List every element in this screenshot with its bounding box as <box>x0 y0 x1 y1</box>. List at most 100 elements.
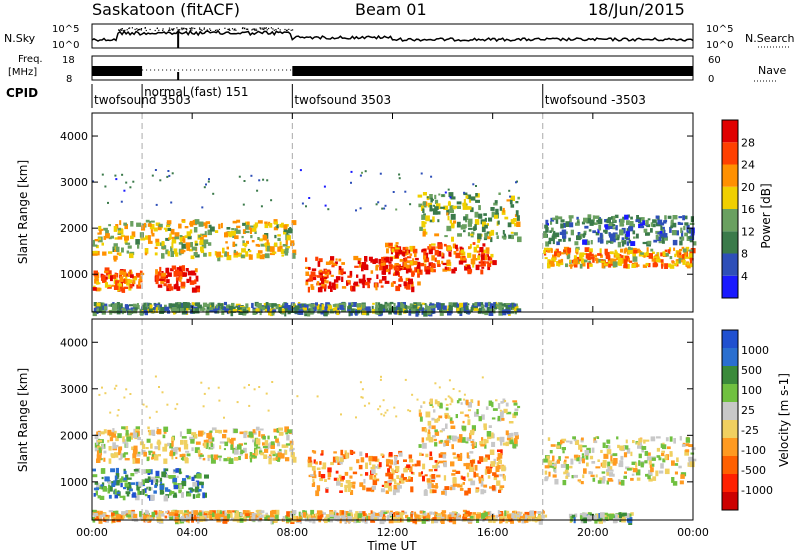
range-cell <box>512 413 517 419</box>
range-cell <box>493 519 496 524</box>
range-cell <box>449 396 452 399</box>
range-cell <box>438 453 443 458</box>
range-cell <box>267 456 271 459</box>
range-cell <box>552 238 555 245</box>
range-cell <box>291 220 297 226</box>
range-cell <box>513 510 517 515</box>
range-cell <box>481 474 484 479</box>
range-cell <box>364 264 368 270</box>
range-cell <box>375 512 379 517</box>
range-cell <box>213 454 219 460</box>
range-cell <box>298 511 301 516</box>
nsearch-dot <box>181 29 183 31</box>
range-cell <box>487 263 492 267</box>
range-cell <box>194 486 200 493</box>
range-cell <box>444 235 448 238</box>
range-cell <box>388 302 392 309</box>
range-cell <box>573 454 578 458</box>
range-cell <box>652 219 657 223</box>
range-cell <box>552 463 557 467</box>
range-cell <box>584 240 590 246</box>
range-cell <box>429 489 435 494</box>
range-cell <box>465 466 471 470</box>
range-cell <box>317 261 321 267</box>
range-cell <box>662 251 666 257</box>
range-cell <box>272 309 277 312</box>
range-cell <box>269 223 273 228</box>
range-cell <box>451 224 455 229</box>
range-cell <box>112 274 117 279</box>
range-cell <box>501 307 504 310</box>
range-cell <box>422 516 426 520</box>
range-cell <box>585 253 591 259</box>
range-cell <box>122 308 126 314</box>
range-cell <box>108 494 112 499</box>
range-cell <box>418 412 422 417</box>
range-cell <box>285 515 291 519</box>
range-cell <box>195 275 199 282</box>
nsearch-dot <box>140 28 142 30</box>
range-cell <box>612 518 617 524</box>
range-cell <box>129 186 132 189</box>
range-cell <box>507 433 512 439</box>
range-cell <box>387 468 391 473</box>
range-cell <box>436 260 440 265</box>
colorbar-tick: 8 <box>741 248 748 261</box>
range-cell <box>444 440 449 446</box>
nsearch-dot <box>233 29 235 31</box>
range-cell <box>583 512 587 518</box>
range-cell <box>497 415 501 421</box>
range-cell <box>243 447 247 453</box>
range-cell <box>109 485 113 492</box>
range-cell <box>375 285 378 291</box>
range-cell <box>116 414 119 417</box>
range-cell <box>218 223 221 230</box>
range-cell <box>509 199 513 205</box>
range-cell <box>93 302 97 307</box>
range-cell <box>648 469 653 476</box>
range-cell <box>448 192 454 197</box>
range-cell <box>494 200 498 204</box>
range-cell <box>161 391 164 394</box>
range-cell <box>144 488 147 493</box>
range-cell <box>645 232 650 236</box>
range-cell <box>478 480 482 484</box>
range-cell <box>143 222 146 227</box>
range-cell <box>348 304 352 309</box>
range-cell <box>644 450 649 456</box>
range-cell <box>434 429 438 433</box>
range-cell <box>113 249 117 252</box>
range-cell <box>233 428 238 433</box>
range-cell <box>432 209 438 215</box>
freq-label-2: [MHz] <box>8 67 37 78</box>
range-cell <box>271 251 277 254</box>
range-cell <box>131 515 134 522</box>
colorbar-segment <box>722 186 738 209</box>
range-cell <box>249 452 253 457</box>
range-cell <box>589 513 595 517</box>
range-cell <box>191 302 195 306</box>
range-cell <box>344 484 349 488</box>
range-cell <box>419 452 422 456</box>
range-cell <box>648 459 652 465</box>
range-cell <box>635 462 638 468</box>
range-cell <box>361 266 364 272</box>
range-cell <box>98 225 102 230</box>
range-cell <box>497 403 501 409</box>
range-cell <box>159 266 162 272</box>
range-cell <box>455 517 460 520</box>
range-cell <box>450 209 454 213</box>
range-cell <box>503 475 506 481</box>
range-cell <box>606 449 612 455</box>
range-cell <box>580 448 583 452</box>
nsearch-dot <box>189 29 192 31</box>
colorbar-segment <box>722 438 738 456</box>
range-cell <box>565 475 569 479</box>
range-cell <box>440 452 443 455</box>
range-cell <box>105 230 109 236</box>
range-cell <box>658 457 662 461</box>
range-cell <box>169 513 174 516</box>
range-cell <box>113 480 117 486</box>
range-cell <box>509 195 512 198</box>
nsearch-dot <box>242 27 244 29</box>
